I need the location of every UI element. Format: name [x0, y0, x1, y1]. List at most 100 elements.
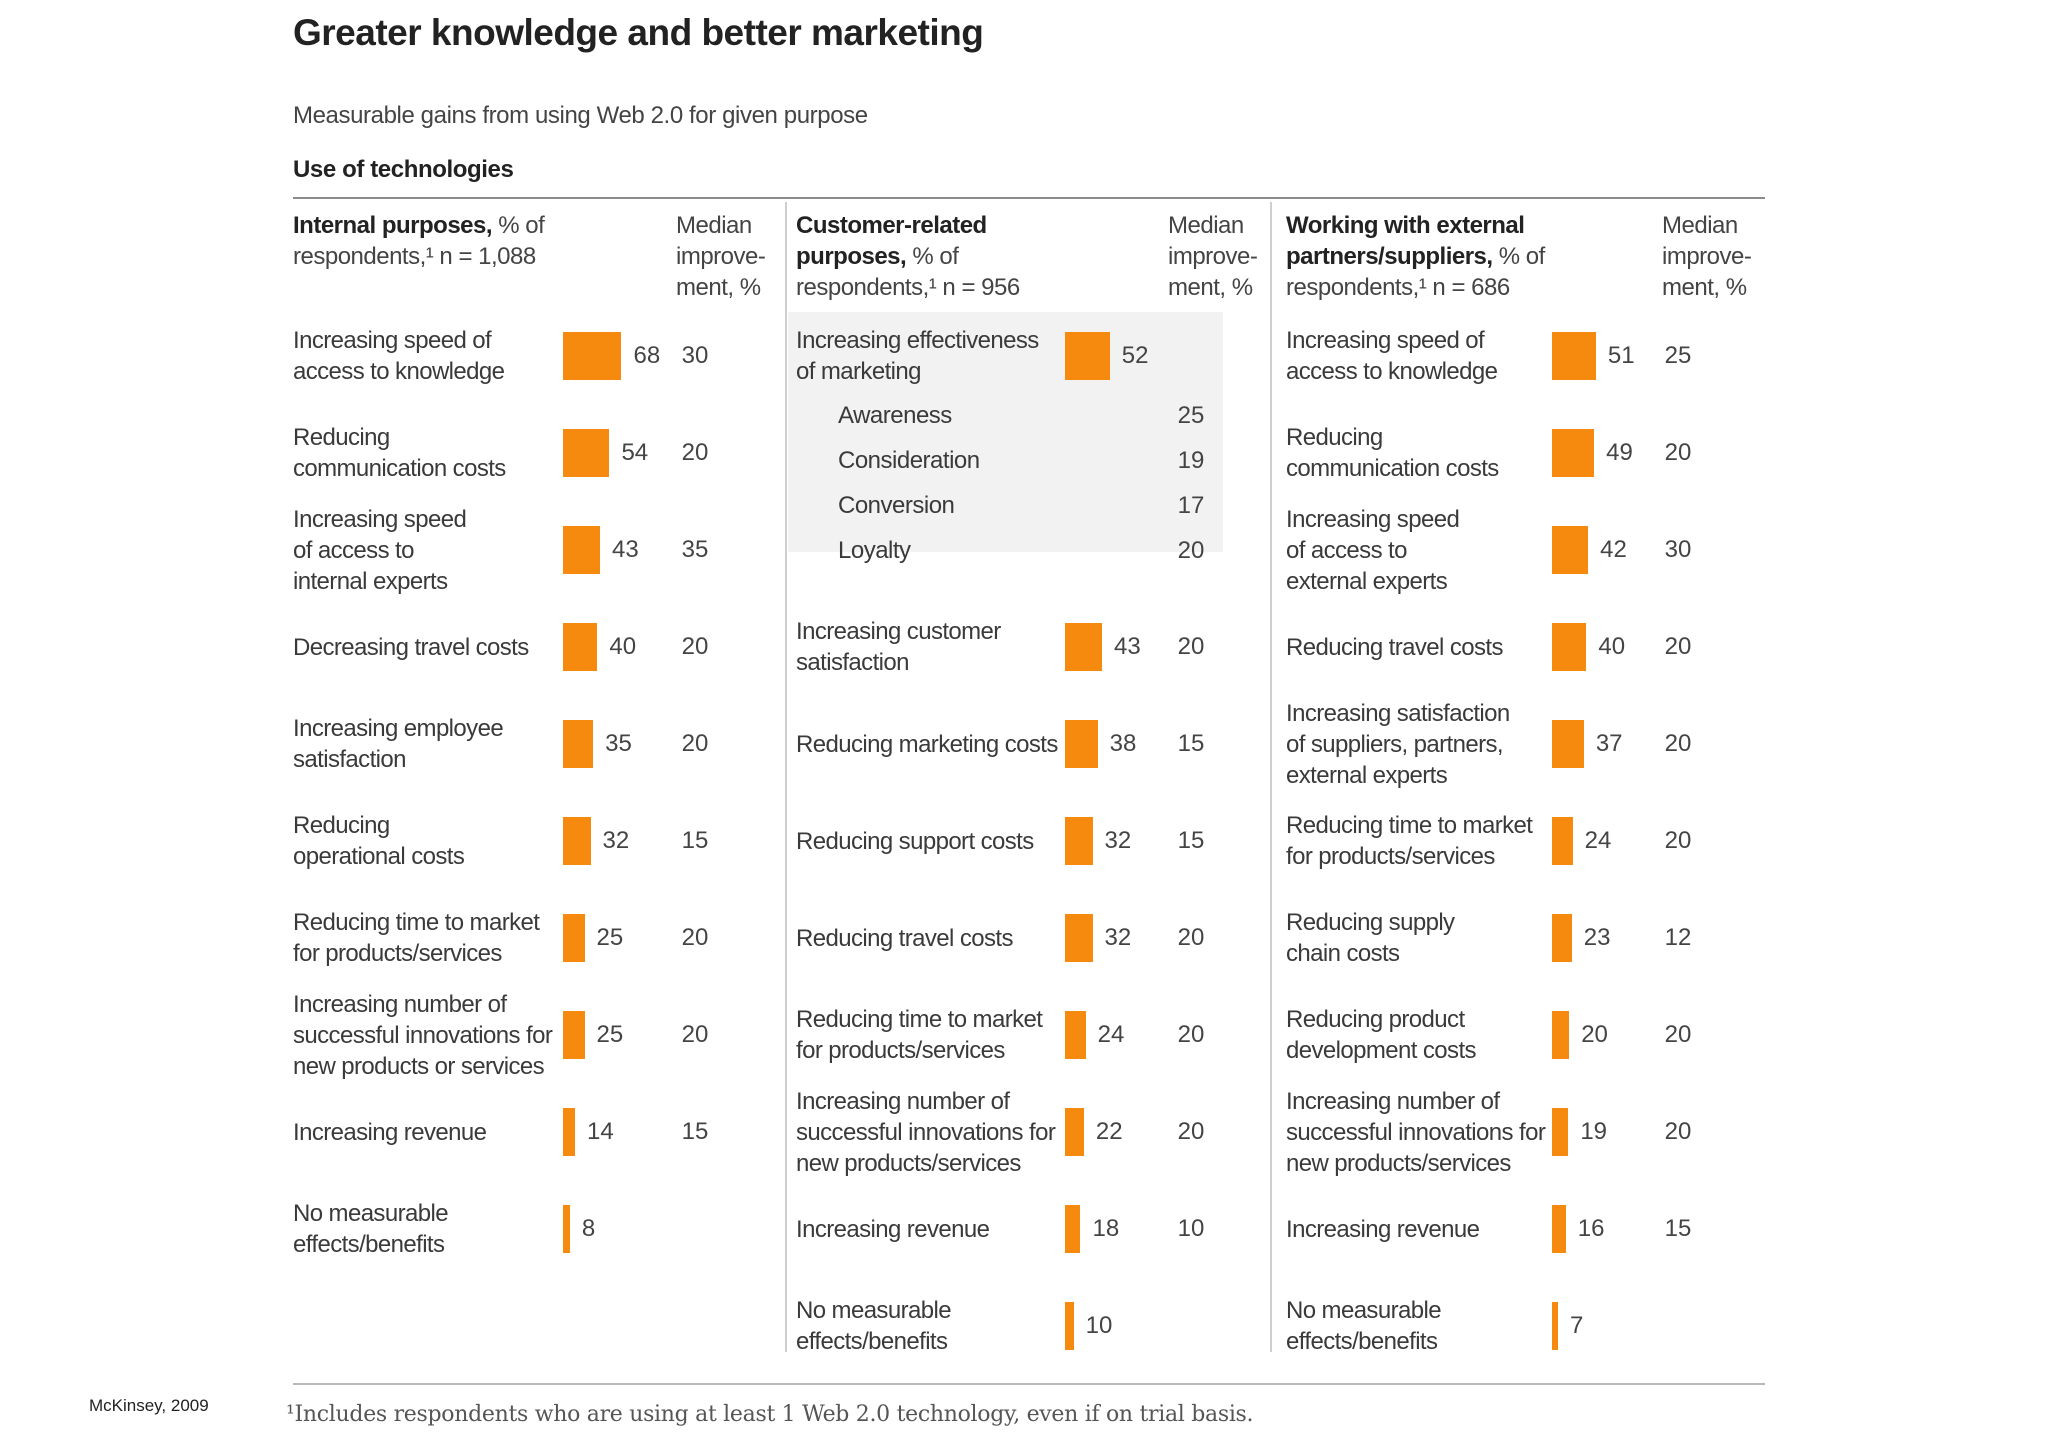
bar-value-label: 51: [1607, 342, 1635, 369]
subgroup-median: 17: [1177, 492, 1205, 519]
subgroup-median: 19: [1177, 447, 1205, 474]
median-value: 15: [1177, 827, 1205, 854]
bar-mark: [1065, 914, 1093, 962]
bar-mark: [1065, 817, 1093, 865]
bar-value-label: 32: [1104, 924, 1132, 951]
subgroup-label: Awareness: [838, 402, 952, 429]
bar-value-label: 23: [1583, 924, 1611, 951]
bar-value-label: 52: [1121, 342, 1149, 369]
median-value: 20: [1664, 1021, 1692, 1048]
row-label-line: Reducing time to market: [796, 1006, 1043, 1033]
row-label-line: satisfaction: [293, 746, 406, 773]
bar-value-label: 25: [596, 924, 624, 951]
row-label-line: successful innovations for: [1286, 1118, 1546, 1146]
bar-mark: [1552, 526, 1589, 574]
row-label: Reducing marketing costs: [796, 729, 1058, 760]
row-label-line: Reducing supply: [1286, 909, 1455, 936]
bar-mark: [563, 429, 610, 477]
bar-value-label: 68: [633, 342, 661, 369]
median-value: 10: [1177, 1215, 1205, 1242]
row-label-line: Increasing number of: [1286, 1087, 1500, 1115]
row-label: Reducing supply chain costs: [1286, 907, 1455, 969]
bar-value-label: 20: [1581, 1021, 1608, 1048]
row-label-line: effects/benefits: [796, 1328, 948, 1355]
bar-mark: [563, 720, 594, 768]
bar-value-label: 8: [581, 1215, 596, 1242]
bar-mark: [1552, 429, 1595, 477]
panel-heading-bold: Customer-related purposes,: [796, 212, 987, 270]
row-label-line: development costs: [1286, 1037, 1477, 1064]
bar-mark: [1552, 817, 1573, 865]
row-label-line: for products/services: [1286, 843, 1495, 870]
median-value: 20: [1664, 439, 1692, 466]
row-label: Increasing number of successful innovatio…: [293, 989, 553, 1082]
median-value: 20: [681, 1021, 709, 1048]
bar-mark: [1065, 623, 1102, 671]
median-value: 20: [681, 924, 709, 951]
row-label: Increasing revenue: [293, 1117, 487, 1148]
bar-mark: [1065, 332, 1110, 380]
row-label: Reducing travel costs: [796, 923, 1013, 954]
row-label: Increasing revenue: [796, 1214, 990, 1245]
subgroup-label: Conversion: [838, 492, 955, 519]
bar-mark: [563, 914, 585, 962]
median-value: 20: [1177, 924, 1205, 951]
median-value: 20: [1664, 1118, 1692, 1145]
row-label: Increasing customer satisfaction: [796, 616, 1001, 678]
bar-mark: [1552, 1205, 1566, 1253]
median-header-line: improve-: [676, 243, 766, 270]
row-label-line: Increasing revenue: [293, 1118, 487, 1146]
bar-value-label: 10: [1085, 1312, 1113, 1339]
page-title: Greater knowledge and better marketing: [293, 12, 984, 53]
bar-mark: [563, 1205, 570, 1253]
row-label-line: Increasing employee: [293, 715, 504, 742]
median-header-line: Median: [1168, 212, 1244, 239]
row-label-line: external experts: [1286, 761, 1448, 789]
row-label-line: Increasing number of: [796, 1087, 1010, 1115]
row-label-line: No measurable: [293, 1200, 449, 1227]
row-label-line: operational costs: [293, 843, 465, 870]
row-label: Increasing speed of access to knowledge: [293, 325, 505, 387]
row-label-line: Reducing time to market: [1286, 812, 1533, 839]
row-label: Reducing communication costs: [293, 422, 506, 484]
bar-value-label: 25: [596, 1021, 624, 1048]
row-label-line: Increasing number of: [293, 990, 507, 1018]
subgroup-label: Loyalty: [838, 537, 911, 564]
panel-heading-rest: % of respondents,¹ n = 956: [796, 243, 1020, 301]
row-label: Increasing speed of access to knowledge: [1286, 325, 1498, 387]
row-label-line: Increasing speed of: [1286, 327, 1485, 354]
row-label: Reducing time to market for products/serv…: [796, 1004, 1043, 1066]
row-label: Reducing communication costs: [1286, 422, 1499, 484]
row-label-line: of access to: [293, 536, 414, 564]
row-label-line: Increasing speed: [1286, 505, 1460, 533]
median-header-line: improve-: [1662, 243, 1752, 270]
row-label-line: Reducing marketing costs: [796, 730, 1058, 758]
row-label: Reducing operational costs: [293, 810, 465, 872]
bar-mark: [563, 817, 591, 865]
bar-value-label: 24: [1584, 827, 1612, 854]
median-value: 12: [1664, 924, 1692, 951]
row-label-line: of suppliers, partners,: [1286, 730, 1504, 758]
row-label-line: of access to: [1286, 536, 1407, 564]
bar-value-label: 24: [1097, 1021, 1125, 1048]
row-label-line: successful innovations for: [796, 1118, 1056, 1146]
row-label-line: No measurable: [1286, 1297, 1442, 1324]
panel-divider: [785, 202, 787, 1352]
median-value: 35: [681, 536, 709, 563]
bar-value-label: 14: [587, 1118, 614, 1145]
median-value: 30: [681, 342, 709, 369]
median-value: 15: [681, 827, 709, 854]
median-value: 20: [1177, 633, 1205, 660]
row-label-line: Reducing time to market: [293, 909, 540, 936]
median-value: 20: [1664, 633, 1692, 660]
row-label-line: Reducing: [293, 424, 390, 451]
subgroup-median: 25: [1177, 402, 1205, 429]
row-label: Reducing time to market for products/serv…: [1286, 810, 1533, 872]
bar-mark: [1065, 1108, 1084, 1156]
row-label-line: Increasing revenue: [796, 1215, 990, 1243]
row-label-line: internal experts: [293, 567, 448, 595]
row-label-line: No measurable: [796, 1297, 952, 1324]
bar-value-label: 7: [1570, 1312, 1584, 1339]
median-value: 20: [1177, 1118, 1205, 1145]
page-subtitle: Measurable gains from using Web 2.0 for …: [293, 102, 868, 129]
